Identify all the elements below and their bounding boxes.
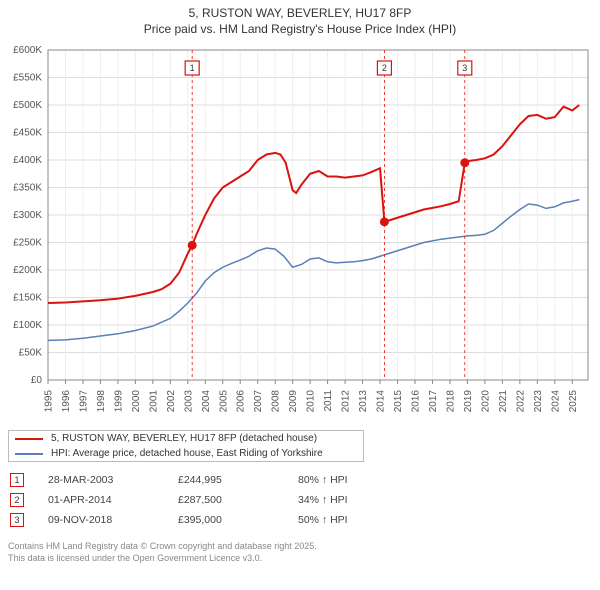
x-tick-label: 2012 — [341, 390, 352, 413]
x-tick-label: 2006 — [236, 390, 247, 413]
marker-callout-number: 3 — [462, 63, 467, 73]
y-tick-label: £0 — [31, 375, 43, 386]
x-tick-label: 2011 — [323, 390, 334, 412]
x-tick-label: 2016 — [410, 390, 421, 413]
x-tick-label: 2003 — [183, 390, 194, 413]
sales-table: 1 28-MAR-2003£244,99580% ↑ HPI 2 01-APR-201… — [8, 470, 592, 530]
legend-label: 5, RUSTON WAY, BEVERLEY, HU17 8FP (detac… — [51, 433, 317, 444]
legend-swatch — [15, 438, 43, 440]
y-tick-label: £100K — [13, 320, 42, 331]
marker-callout-number: 2 — [382, 63, 387, 73]
sale-price: £244,995 — [178, 474, 298, 486]
y-tick-label: £300K — [13, 210, 42, 221]
y-tick-label: £250K — [13, 238, 42, 249]
y-tick-label: £600K — [13, 45, 42, 56]
sale-date: 01-APR-2014 — [48, 494, 178, 506]
legend-row: 5, RUSTON WAY, BEVERLEY, HU17 8FP (detac… — [9, 431, 363, 446]
legend-swatch — [15, 453, 43, 455]
x-tick-label: 2017 — [428, 390, 439, 413]
sale-row: 3 09-NOV-2018£395,00050% ↑ HPI — [8, 510, 592, 530]
y-tick-label: £500K — [13, 100, 42, 111]
sale-row: 1 28-MAR-2003£244,99580% ↑ HPI — [8, 470, 592, 490]
x-tick-label: 2001 — [148, 390, 159, 413]
y-tick-label: £400K — [13, 155, 42, 166]
y-tick-label: £450K — [13, 128, 42, 139]
x-tick-label: 2020 — [480, 390, 491, 413]
x-tick-label: 1997 — [78, 390, 89, 413]
x-tick-label: 1995 — [44, 390, 55, 413]
x-tick-label: 2007 — [253, 390, 264, 413]
copyright-line2: This data is licensed under the Open Gov… — [8, 552, 592, 564]
x-tick-label: 2021 — [498, 390, 509, 413]
chart-title-line1: 5, RUSTON WAY, BEVERLEY, HU17 8FP — [0, 6, 600, 20]
x-tick-label: 2004 — [201, 390, 212, 413]
chart-svg: £0 £50K £100K £150K £200K £250K £300K £350K £400… — [0, 44, 600, 424]
x-tick-label: 1996 — [61, 390, 72, 413]
sale-marker-box: 2 — [10, 493, 24, 507]
x-tick-label: 2000 — [131, 390, 142, 413]
x-tick-label: 2008 — [271, 390, 282, 413]
copyright: Contains HM Land Registry data © Crown c… — [8, 540, 592, 564]
x-tick-label: 2019 — [463, 390, 474, 413]
y-tick-label: £50K — [19, 348, 43, 359]
sale-date: 28-MAR-2003 — [48, 474, 178, 486]
x-tick-label: 2005 — [218, 390, 229, 413]
x-tick-label: 2002 — [166, 390, 177, 413]
x-tick-label: 2023 — [533, 390, 544, 413]
sale-vs-hpi: 50% ↑ HPI — [298, 514, 398, 526]
y-tick-label: £150K — [13, 293, 42, 304]
x-tick-label: 1999 — [113, 390, 124, 413]
y-tick-label: £550K — [13, 73, 42, 84]
x-tick-label: 2024 — [550, 390, 561, 413]
x-tick-label: 2014 — [376, 390, 387, 413]
x-tick-label: 2025 — [568, 390, 579, 413]
x-tick-label: 2010 — [306, 390, 317, 413]
chart-area: £0 £50K £100K £150K £200K £250K £300K £350K £400… — [0, 44, 600, 424]
copyright-line1: Contains HM Land Registry data © Crown c… — [8, 540, 592, 552]
sale-row: 2 01-APR-2014£287,50034% ↑ HPI — [8, 490, 592, 510]
x-tick-label: 2015 — [393, 390, 404, 413]
sale-marker-box: 3 — [10, 513, 24, 527]
x-tick-label: 2018 — [445, 390, 456, 413]
sale-vs-hpi: 80% ↑ HPI — [298, 474, 398, 486]
legend-row: HPI: Average price, detached house, East… — [9, 446, 363, 461]
sale-vs-hpi: 34% ↑ HPI — [298, 494, 398, 506]
x-tick-label: 2022 — [515, 390, 526, 413]
chart-title-line2: Price paid vs. HM Land Registry's House … — [0, 22, 600, 36]
sale-marker-box: 1 — [10, 473, 24, 487]
x-tick-label: 1998 — [96, 390, 107, 413]
sale-price: £287,500 — [178, 494, 298, 506]
x-tick-label: 2009 — [288, 390, 299, 413]
marker-callout-number: 1 — [190, 63, 195, 73]
sale-date: 09-NOV-2018 — [48, 514, 178, 526]
legend-label: HPI: Average price, detached house, East… — [51, 448, 323, 459]
y-tick-label: £200K — [13, 265, 42, 276]
legend: 5, RUSTON WAY, BEVERLEY, HU17 8FP (detac… — [8, 430, 364, 462]
sale-price: £395,000 — [178, 514, 298, 526]
y-tick-label: £350K — [13, 183, 42, 194]
x-tick-label: 2013 — [358, 390, 369, 413]
